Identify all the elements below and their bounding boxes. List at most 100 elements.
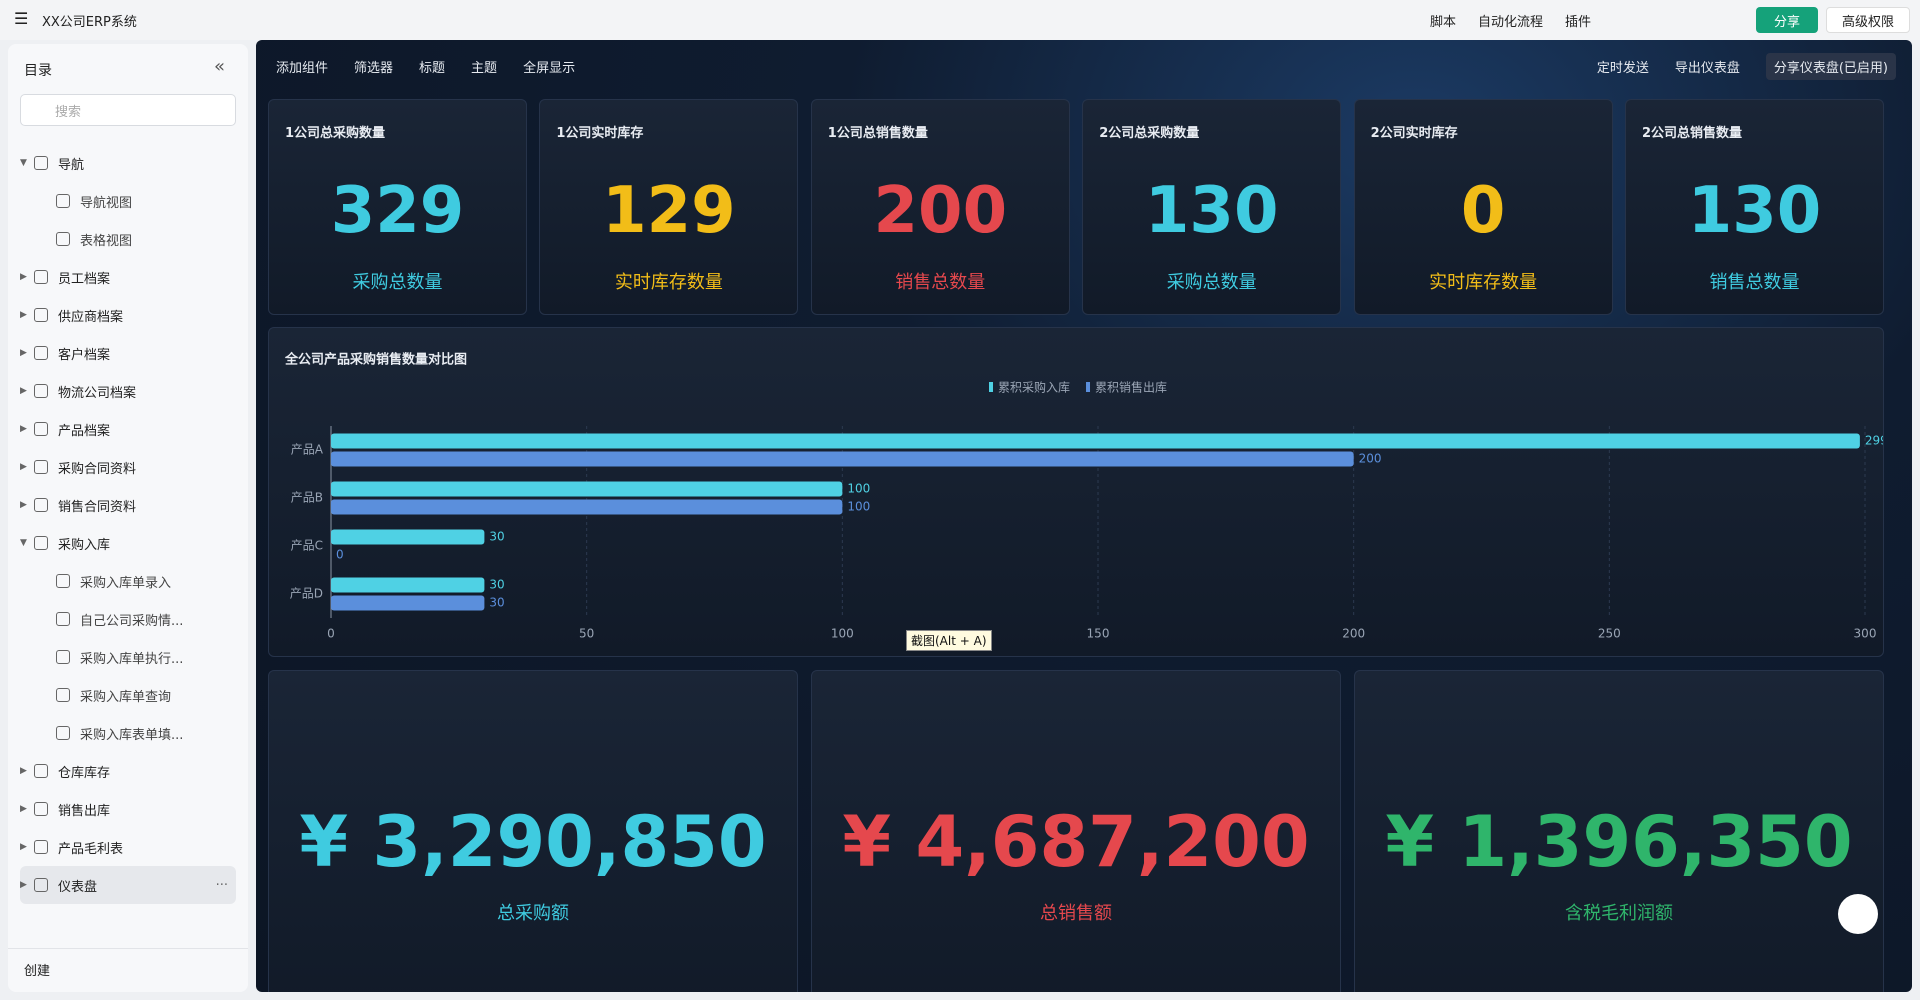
search-input[interactable]: 搜索 [20,94,236,126]
toolbar-button[interactable]: 导出仪表盘 [1674,60,1740,76]
nav-child[interactable]: 采购入库单执行... [20,638,236,676]
kpi-value: 0 [1460,174,1506,248]
expand-arrow: ▶ [20,424,27,434]
item-label: 采购入库单执行... [80,651,184,667]
item-label: 采购入库表单填... [80,727,184,743]
nav-item[interactable]: ▶ 采购合同资料 [20,448,236,486]
nav-item[interactable]: ▶ 销售出库 [20,790,236,828]
kpi-value: 129 [602,174,736,248]
nav-child[interactable]: 采购入库单查询 [20,676,236,714]
x-tick-label: 150 [1087,627,1110,641]
total-card: ¥ 1,396,350 含税毛利润额 [1354,670,1884,992]
kpi-title: 1公司总采购数量 [285,126,386,141]
kpi-title: 2公司总销售数量 [1642,126,1743,141]
item-label: 采购合同资料 [58,461,137,477]
nav-item[interactable]: ▶ 产品档案 [20,410,236,448]
item-icon [56,650,70,664]
bar [331,499,843,515]
legend-label: 累积销售出库 [1095,380,1167,395]
bar [331,595,485,611]
bar [331,529,485,545]
kpi-row: 1公司总采购数量 329 采购总数量 1公司实时库存 129 实时库存数量 1公司总销售数量… [268,99,1884,315]
item-icon [34,764,48,778]
item-label: 员工档案 [58,271,111,287]
bar [331,433,1860,449]
nav-child[interactable]: 采购入库表单填... [20,714,236,752]
item-label: 仓库库存 [58,765,111,781]
nav-item[interactable]: ▶ 供应商档案 [20,296,236,334]
nav-item[interactable]: ▶ 销售合同资料 [20,486,236,524]
header-action[interactable]: 脚本 [1430,14,1457,30]
toolbar-button[interactable]: 全屏显示 [523,60,576,76]
total-caption: 含税毛利润额 [1565,903,1673,924]
assistant-button[interactable] [1838,894,1878,934]
item-label: 供应商档案 [58,309,124,325]
toolbar-button[interactable]: 主题 [471,60,498,76]
bar [331,481,843,497]
sidebar: 目录 « 搜索 ▼ 导航 导航视图 表格视图 ▶ 员工档案 ▶ 供应商档案 ▶ 客户档案 ▶ 物流公司… [8,44,248,992]
chart-title: 全公司产品采购销售数量对比图 [284,352,467,368]
nav-item[interactable]: ▼ 采购入库 [20,524,236,562]
header-actions: 脚本 自动化流程 插件 [1430,0,1591,40]
data-label: 200 [1359,452,1382,466]
share-button[interactable]: 分享 [1756,7,1818,33]
toolbar-right: 定时发送 导出仪表盘 分享仪表盘(已启用) [1597,48,1896,84]
nav-item[interactable]: ▶ 客户档案 [20,334,236,372]
item-icon [34,460,48,474]
header-action[interactable]: 自动化流程 [1478,14,1544,30]
dashboard: 添加组件 筛选器 标题 主题 全屏显示 定时发送 导出仪表盘 分享仪表盘(已启用) 1公司总… [256,40,1912,992]
expand-arrow: ▶ [20,272,27,282]
collapse-button[interactable]: « [214,56,226,77]
total-card: ¥ 3,290,850 总采购额 [268,670,798,992]
nav-child[interactable]: 导航视图 [20,182,236,220]
y-tick-label: 产品A [291,443,324,457]
item-icon [34,536,48,550]
nav-item[interactable]: ▶ 仓库库存 [20,752,236,790]
nav-item[interactable]: ▶ 仪表盘 ··· [20,866,236,904]
expand-arrow: ▶ [20,386,27,396]
kpi-caption: 销售总数量 [1709,272,1800,293]
create-section[interactable]: 创建 [24,964,51,979]
nav-item[interactable]: ▶ 员工档案 [20,258,236,296]
item-icon [34,422,48,436]
data-label: 0 [336,548,344,562]
item-icon [56,612,70,626]
item-label: 采购入库 [58,537,111,553]
item-label: 客户档案 [58,347,111,363]
nav-child[interactable]: 采购入库单录入 [20,562,236,600]
menu-icon[interactable]: ☰ [14,9,29,28]
toolbar-button[interactable]: 添加组件 [276,60,329,76]
item-icon [34,308,48,322]
nav-item[interactable]: ▼ 导航 [20,144,236,182]
more-button[interactable]: ··· [215,877,228,893]
toolbar-button[interactable]: 筛选器 [354,60,394,76]
expand-arrow: ▶ [20,500,27,510]
expand-arrow: ▶ [20,880,27,890]
nav-child[interactable]: 自己公司采购情... [20,600,236,638]
total-value: ¥ 3,290,850 [299,801,767,883]
item-icon [56,726,70,740]
kpi-title: 1公司总销售数量 [827,126,928,141]
item-label: 导航 [58,157,85,173]
toolbar-button[interactable]: 标题 [419,60,446,76]
kpi-value: 329 [330,174,465,248]
legend-swatch [989,382,993,392]
kpi-caption: 实时库存数量 [1429,272,1538,293]
header-action[interactable]: 插件 [1565,14,1592,30]
toolbar-button[interactable]: 分享仪表盘(已启用) [1765,52,1896,80]
x-tick-label: 200 [1342,627,1365,641]
divider [8,948,248,949]
permissions-button[interactable]: 高级权限 [1826,7,1910,33]
toolbar-button[interactable]: 定时发送 [1596,60,1649,76]
item-label: 销售合同资料 [58,499,137,515]
kpi-caption: 实时库存数量 [614,272,723,293]
expand-arrow: ▶ [20,348,27,358]
nav-child[interactable]: 表格视图 [20,220,236,258]
kpi-caption: 采购总数量 [352,272,443,293]
nav-item[interactable]: ▶ 产品毛利表 [20,828,236,866]
item-icon [34,270,48,284]
item-label: 自己公司采购情... [80,613,184,629]
item-label: 物流公司档案 [58,385,137,401]
nav-item[interactable]: ▶ 物流公司档案 [20,372,236,410]
y-tick-label: 产品C [291,539,323,553]
